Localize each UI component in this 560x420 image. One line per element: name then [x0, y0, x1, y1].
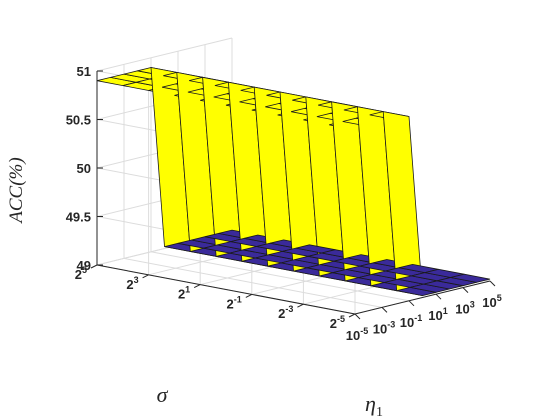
z-tick-label: 50.5 — [66, 113, 91, 128]
surface — [96, 67, 491, 297]
x-tick-mark — [408, 300, 415, 307]
x-tick-label: 10-1 — [400, 313, 422, 330]
x-tick-label-exponent: -1 — [414, 313, 422, 323]
y-tick-label: 21 — [178, 285, 190, 302]
x-tick-label: 105 — [482, 293, 501, 310]
y-tick-label: 2-1 — [227, 294, 242, 311]
x-tick-label-exponent: -5 — [360, 326, 368, 336]
x-tick-label-exponent: 3 — [470, 300, 475, 310]
x-tick-label-exponent: -3 — [387, 319, 395, 329]
y-tick-mark — [297, 303, 304, 308]
y-tick-label: 25 — [75, 265, 87, 282]
x-axis-label: η1 — [365, 391, 383, 420]
y-tick-label-exponent: 3 — [134, 275, 139, 285]
y-tick-label: 2-5 — [330, 314, 345, 331]
x-tick-label: 103 — [455, 300, 474, 317]
y-tick-label: 2-3 — [278, 304, 293, 321]
y-axis-label: σ — [157, 382, 169, 407]
y-tick-label-exponent: -3 — [285, 304, 293, 314]
x-tick-label-base: 10 — [400, 315, 414, 330]
y-axis-line — [96, 264, 356, 315]
y-tick-mark — [245, 293, 253, 298]
y-tick-label: 23 — [126, 275, 138, 292]
y-tick-label-base: 2 — [126, 277, 133, 292]
tick-labels: 10-5 10-3 10-1 101 103 1052523212-12-32-54949… — [66, 64, 502, 343]
y-tick-label-exponent: -5 — [337, 314, 345, 324]
z-tick-label: 49 — [77, 258, 91, 273]
surface-cell — [450, 273, 491, 283]
x-axis-label-subscript: 1 — [376, 405, 383, 420]
z-tick-label: 50 — [77, 161, 91, 176]
floor-gridline — [123, 257, 383, 308]
x-tick-label-base: 10 — [482, 295, 496, 310]
axis-labels: ACC(%) σ η1 — [6, 157, 383, 420]
x-tick-mark — [354, 313, 361, 320]
y-tick-mark — [193, 284, 201, 289]
y-tick-label-base: 2 — [75, 267, 82, 282]
x-tick-mark — [462, 287, 469, 293]
z-tick-label: 49.5 — [66, 210, 91, 225]
y-tick-label-base: 2 — [178, 287, 185, 302]
z-axis-label: ACC(%) — [6, 157, 27, 224]
x-axis-label-symbol: η — [365, 391, 376, 416]
x-tick-label-exponent: 1 — [443, 306, 448, 316]
y-tick-label-exponent: -1 — [234, 294, 242, 304]
y-tick-label-exponent: 1 — [185, 285, 190, 295]
x-tick-mark — [381, 307, 388, 313]
y-tick-mark — [90, 264, 98, 269]
wall-gridline — [96, 37, 233, 72]
x-tick-label-base: 10 — [455, 302, 469, 317]
z-tick-label: 51 — [77, 64, 91, 79]
x-tick-label: 10-5 — [346, 326, 368, 343]
x-tick-mark — [435, 293, 442, 300]
y-tick-label-base: 2 — [227, 296, 234, 311]
x-tick-label-base: 10 — [346, 328, 360, 343]
x-tick-label-base: 10 — [373, 321, 387, 336]
x-tick-label-exponent: 5 — [497, 293, 502, 303]
y-tick-mark — [142, 274, 149, 279]
x-tick-label-base: 10 — [428, 308, 442, 323]
x-axis-line — [354, 280, 491, 315]
y-tick-label-base: 2 — [330, 316, 337, 331]
y-tick-mark — [348, 313, 356, 318]
floor-gridline — [150, 251, 410, 302]
x-tick-label: 10-3 — [373, 319, 395, 336]
x-tick-label: 101 — [428, 306, 447, 323]
y-tick-label-exponent: 5 — [82, 265, 87, 275]
y-tick-label-base: 2 — [278, 306, 285, 321]
x-tick-mark — [489, 280, 496, 287]
